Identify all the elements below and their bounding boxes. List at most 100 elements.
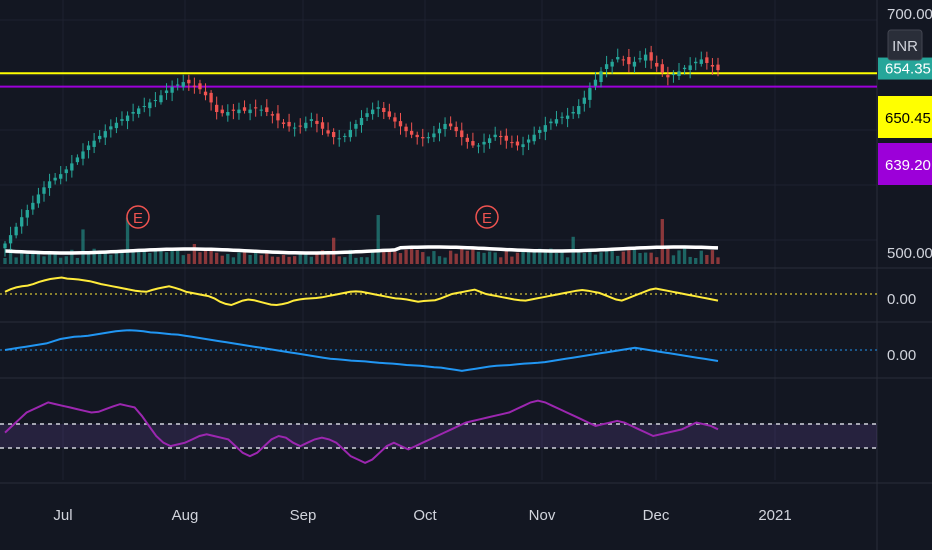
candle-body (560, 116, 564, 118)
candle-body (393, 117, 397, 122)
volume-bar (521, 250, 525, 264)
time-label: Oct (413, 507, 437, 524)
candle-body (98, 135, 102, 140)
candle-body (426, 137, 431, 139)
time-label: Dec (643, 507, 670, 524)
candle-body (53, 177, 57, 181)
candle-body (3, 243, 7, 249)
candle-body (8, 235, 13, 244)
candle-body (616, 57, 620, 60)
volume-bar (354, 257, 358, 264)
candle-body (655, 62, 659, 67)
time-label: Jul (53, 507, 72, 524)
candle-body (649, 52, 653, 61)
earnings-marker-circle (126, 205, 150, 229)
candle-body (281, 122, 286, 124)
candle-body (699, 59, 703, 64)
candle-body (92, 140, 96, 147)
volume-bar (142, 251, 146, 264)
volume-bar (337, 256, 341, 264)
volume-bar (699, 250, 703, 264)
volume-bar (215, 252, 219, 264)
volume-bar (649, 252, 653, 264)
candle-body (432, 133, 436, 138)
last-price-label: 654.35 (885, 61, 931, 78)
volume-bar (543, 249, 547, 264)
volume-bar (671, 255, 676, 264)
candle-body (309, 119, 314, 121)
candle-body (671, 73, 676, 76)
volume-bar (627, 248, 631, 264)
candle-body (532, 134, 536, 142)
candle-body (354, 123, 358, 129)
volume-bar (209, 248, 213, 264)
volume-bar (159, 249, 163, 264)
purple-level-tag (878, 143, 932, 185)
volume-bar (621, 251, 625, 264)
volume-bar (560, 250, 564, 264)
volume-bar (482, 252, 486, 264)
candle-body (677, 71, 681, 77)
volume-bar (588, 249, 592, 264)
candle-body (359, 117, 364, 126)
volume-bar (610, 248, 614, 264)
yellow_oscillator-zero-label: 0.00 (887, 291, 916, 308)
candle-body (231, 109, 236, 111)
candle-body (137, 108, 141, 115)
volume-bar (304, 252, 308, 264)
volume-bar (331, 237, 336, 264)
candle-body (571, 111, 575, 114)
volume-bar (192, 243, 197, 264)
candle-body (125, 115, 130, 122)
volume-bar (705, 254, 709, 264)
volume-bar (577, 249, 581, 264)
candle-body (348, 129, 353, 138)
volume-bar (682, 248, 687, 264)
candle-body (203, 91, 208, 96)
volume-bar (471, 248, 475, 264)
volume-bar (254, 250, 258, 264)
candle-body (120, 119, 124, 121)
time-label: Nov (529, 507, 556, 524)
volume-bar (710, 250, 715, 264)
volume-bar (20, 252, 24, 264)
volume-bar (716, 257, 720, 264)
candle-body (643, 54, 648, 61)
yellow-level-tag (878, 96, 932, 138)
candle-body (549, 121, 553, 124)
price-axis: 700.00 500.00 654.35 650.45 639.20 INR (878, 6, 932, 262)
volume-bar (448, 250, 453, 264)
candle-body (287, 121, 291, 127)
candle-body (471, 141, 475, 146)
candle-body (415, 134, 419, 138)
candle-body (716, 64, 720, 71)
volume-bar (487, 251, 492, 264)
volume-bar (504, 249, 508, 264)
candle-body (254, 107, 258, 109)
currency-badge (887, 29, 923, 61)
volume-bar (554, 252, 559, 264)
volume-bar (326, 251, 330, 264)
volume-bar (8, 248, 13, 264)
volume-bar (616, 255, 620, 264)
volume-bar (298, 253, 302, 264)
volume-bar (198, 252, 202, 264)
volume-bar (660, 219, 664, 264)
candle-body (638, 58, 642, 60)
volume-bar (643, 252, 648, 264)
volume-bar (510, 256, 514, 264)
earnings-marker-label: E (482, 210, 492, 227)
candle-body (482, 141, 486, 145)
volume-bar (421, 252, 425, 264)
volume-bar (437, 256, 442, 264)
volume-bar (125, 217, 130, 264)
volume-bar (526, 250, 531, 264)
candle-body (164, 90, 169, 94)
candle-body (331, 131, 336, 138)
volume-bar (370, 252, 375, 264)
volume-bar (137, 249, 141, 264)
candle-body (36, 194, 41, 204)
